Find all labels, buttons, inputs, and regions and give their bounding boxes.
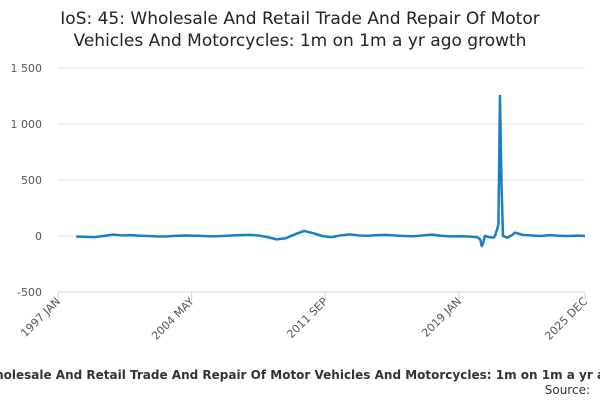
y-tick-label: 1 000 <box>11 118 43 131</box>
y-tick-label: 0 <box>35 230 42 243</box>
y-tick-label: 1 500 <box>11 62 43 75</box>
source: Source: <box>545 383 590 397</box>
x-tick-label: 2019 JAN <box>419 295 464 340</box>
x-tick-label: 2004 MAY <box>149 295 197 343</box>
x-tick-label: 2011 SEP <box>284 295 330 341</box>
x-tick-label: 1997 JAN <box>18 295 63 340</box>
y-tick-label: -500 <box>17 286 42 299</box>
x-tick-label: 2025 DEC <box>542 295 590 343</box>
legend-entry: IoS: 45: Wholesale And Retail Trade And … <box>0 368 600 382</box>
chart-title: Vehicles And Motorcycles: 1m on 1m a yr … <box>74 31 527 51</box>
data-line <box>76 94 586 248</box>
chart-title: IoS: 45: Wholesale And Retail Trade And … <box>60 9 539 29</box>
y-tick-label: 500 <box>21 174 42 187</box>
